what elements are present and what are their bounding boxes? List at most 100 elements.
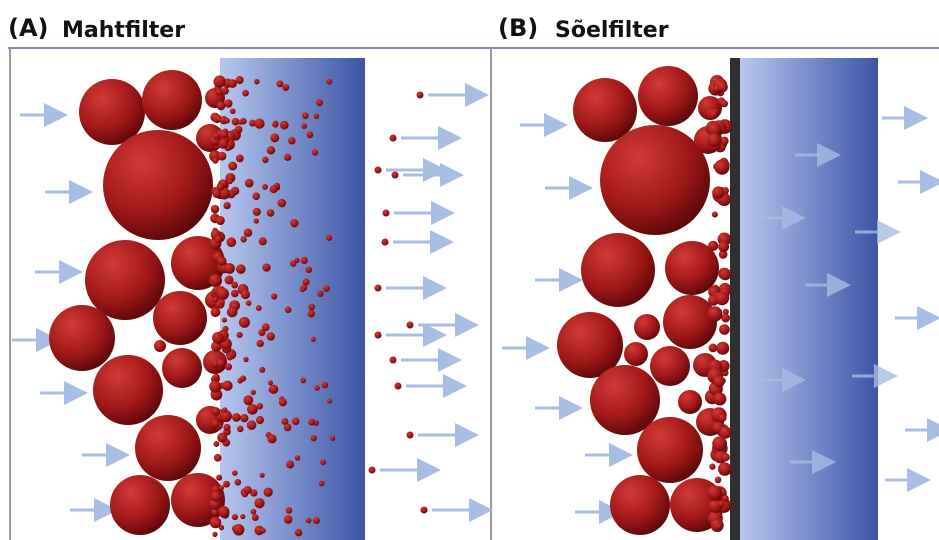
particle: [224, 99, 232, 107]
particle: [240, 375, 246, 381]
particle: [715, 291, 729, 305]
particle: [302, 112, 309, 119]
particle: [319, 481, 325, 487]
particle: [714, 159, 729, 174]
particle: [300, 378, 306, 384]
particle: [707, 306, 722, 321]
particle: [267, 146, 275, 154]
particle: [228, 162, 237, 171]
particle: [311, 435, 317, 441]
particle: [256, 305, 262, 311]
particle: [392, 172, 399, 179]
particle: [317, 291, 323, 297]
particle: [678, 390, 702, 414]
particle: [224, 263, 235, 274]
particle: [232, 470, 238, 476]
particle: [254, 118, 264, 128]
particle: [718, 414, 726, 422]
particle: [308, 304, 315, 311]
particle: [270, 133, 279, 142]
particle: [232, 514, 238, 520]
particle: [326, 235, 332, 241]
particle: [320, 459, 326, 465]
panel-title: Sõelfilter: [555, 18, 669, 43]
particle: [713, 376, 724, 387]
particle: [312, 149, 318, 155]
particle: [307, 131, 314, 138]
particle: [224, 118, 230, 124]
particle: [708, 241, 718, 251]
filter-membrane: [730, 58, 740, 540]
particle: [715, 477, 722, 484]
particle: [262, 263, 270, 271]
particle: [227, 355, 233, 361]
particle: [211, 205, 220, 214]
particle: [246, 300, 252, 306]
particle: [395, 383, 402, 390]
particle: [718, 82, 728, 92]
particle: [85, 240, 165, 320]
particle: [235, 126, 243, 134]
particle: [142, 70, 202, 130]
particle: [232, 413, 241, 422]
particle: [218, 506, 230, 518]
particle: [213, 374, 220, 381]
particle: [719, 268, 731, 280]
particle: [223, 424, 230, 431]
particle: [314, 385, 319, 390]
particle: [162, 348, 202, 388]
particle: [93, 355, 163, 425]
particle: [241, 290, 250, 299]
particle: [316, 99, 323, 106]
particle: [284, 515, 293, 524]
surface-filter: [740, 58, 878, 540]
particle: [262, 184, 268, 190]
particle: [259, 237, 267, 245]
particle: [634, 314, 660, 340]
particle: [276, 80, 283, 87]
particle: [240, 514, 245, 519]
particle: [326, 79, 332, 85]
particle: [254, 79, 260, 85]
particle: [264, 488, 273, 497]
particle: [103, 130, 213, 240]
particle: [212, 407, 221, 416]
particle: [708, 133, 722, 147]
particle: [239, 317, 250, 328]
particle: [268, 380, 273, 385]
particle: [269, 385, 278, 394]
particle: [222, 318, 227, 323]
particle: [215, 236, 223, 244]
particle: [245, 179, 254, 188]
particle: [262, 323, 270, 331]
particle: [375, 332, 382, 339]
particle: [212, 157, 218, 163]
particle: [236, 264, 246, 274]
particle: [226, 237, 236, 247]
particle: [638, 66, 698, 126]
particle: [306, 518, 312, 524]
particle: [417, 92, 424, 99]
particle: [259, 367, 265, 373]
particle: [227, 307, 238, 318]
particle: [211, 491, 222, 502]
particle: [407, 432, 414, 439]
particle: [209, 274, 222, 287]
particle: [581, 233, 655, 307]
particle: [212, 189, 221, 198]
particle: [228, 179, 233, 184]
particle: [217, 101, 226, 110]
particle: [231, 290, 239, 298]
particle: [254, 218, 259, 223]
particle: [212, 420, 220, 428]
particle: [301, 257, 308, 264]
particle: [49, 305, 115, 371]
particle: [153, 291, 207, 345]
particle: [390, 135, 397, 142]
panel-label: (B): [498, 14, 538, 42]
particle: [243, 357, 248, 362]
particle: [306, 267, 313, 274]
particle: [154, 340, 166, 352]
particle: [314, 113, 320, 119]
particle: [209, 381, 221, 393]
